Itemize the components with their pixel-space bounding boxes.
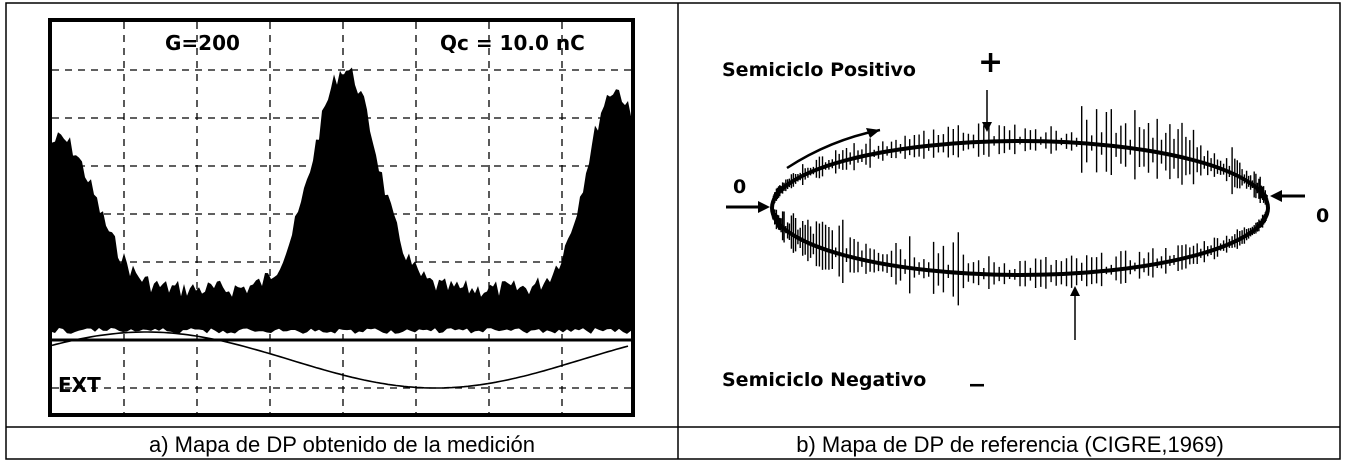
caption-a: a) Mapa de DP obtenido de la medición (149, 432, 535, 457)
zero-right: 0 (1316, 205, 1329, 227)
reference-panel: Semiciclo Positivo + 0 0 Semiciclo Negat… (722, 45, 1329, 391)
gain-label: G=200 (165, 31, 240, 55)
minus-sign: _ (970, 354, 984, 387)
pd-cloud (52, 68, 631, 334)
negative-label: Semiciclo Negativo (722, 369, 926, 391)
plus-sign: + (978, 45, 1003, 80)
page: G=200 Qc = 10.0 nC EXT Semiciclo Positiv… (0, 0, 1346, 463)
table-border (6, 3, 1340, 459)
noise-strokes (772, 106, 1268, 305)
pd-noise (772, 106, 1268, 305)
caption-b: b) Mapa de DP de referencia (CIGRE,1969) (796, 432, 1224, 457)
arrow-head (758, 201, 770, 213)
zero-left: 0 (733, 176, 746, 198)
arrow-head (1270, 190, 1282, 202)
ext-label: EXT (58, 373, 101, 397)
positive-label: Semiciclo Positivo (722, 59, 916, 81)
scope-panel: G=200 Qc = 10.0 nC EXT (50, 20, 633, 415)
charge-label: Qc = 10.0 nC (440, 31, 585, 55)
figure-table: G=200 Qc = 10.0 nC EXT Semiciclo Positiv… (0, 0, 1346, 463)
